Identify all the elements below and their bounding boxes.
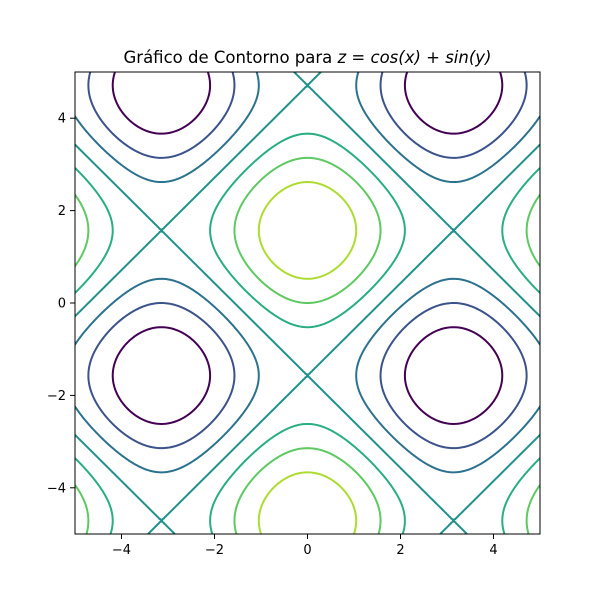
contour-level-1 (87, 72, 528, 450)
chart-title-math: z = cos(x) + sin(y) (337, 48, 492, 67)
contour-level-2 (75, 72, 540, 474)
contour-level-5 (75, 156, 540, 534)
contour-level-0 (111, 72, 504, 425)
chart-title: Gráfico de Contorno para z = cos(x) + si… (124, 48, 492, 67)
y-tick-label: 0 (58, 297, 66, 312)
y-tick-label: −2 (47, 389, 66, 404)
y-tick-label: −4 (47, 481, 66, 496)
axis-ticks: −4 −2 0 2 4 −4 −2 0 2 4 (47, 112, 498, 558)
x-tick-label: 0 (303, 543, 311, 558)
contour-level-6 (257, 181, 358, 534)
contour-level-4 (75, 132, 540, 534)
y-tick-label: 2 (58, 204, 66, 219)
x-tick-label: −4 (112, 543, 131, 558)
y-tick-label: 4 (58, 112, 66, 127)
plot-area (75, 72, 540, 534)
x-tick-label: −2 (205, 543, 224, 558)
chart-title-text: Gráfico de Contorno para (124, 48, 338, 67)
x-tick-label: 2 (396, 543, 404, 558)
x-tick-label: 4 (489, 543, 497, 558)
